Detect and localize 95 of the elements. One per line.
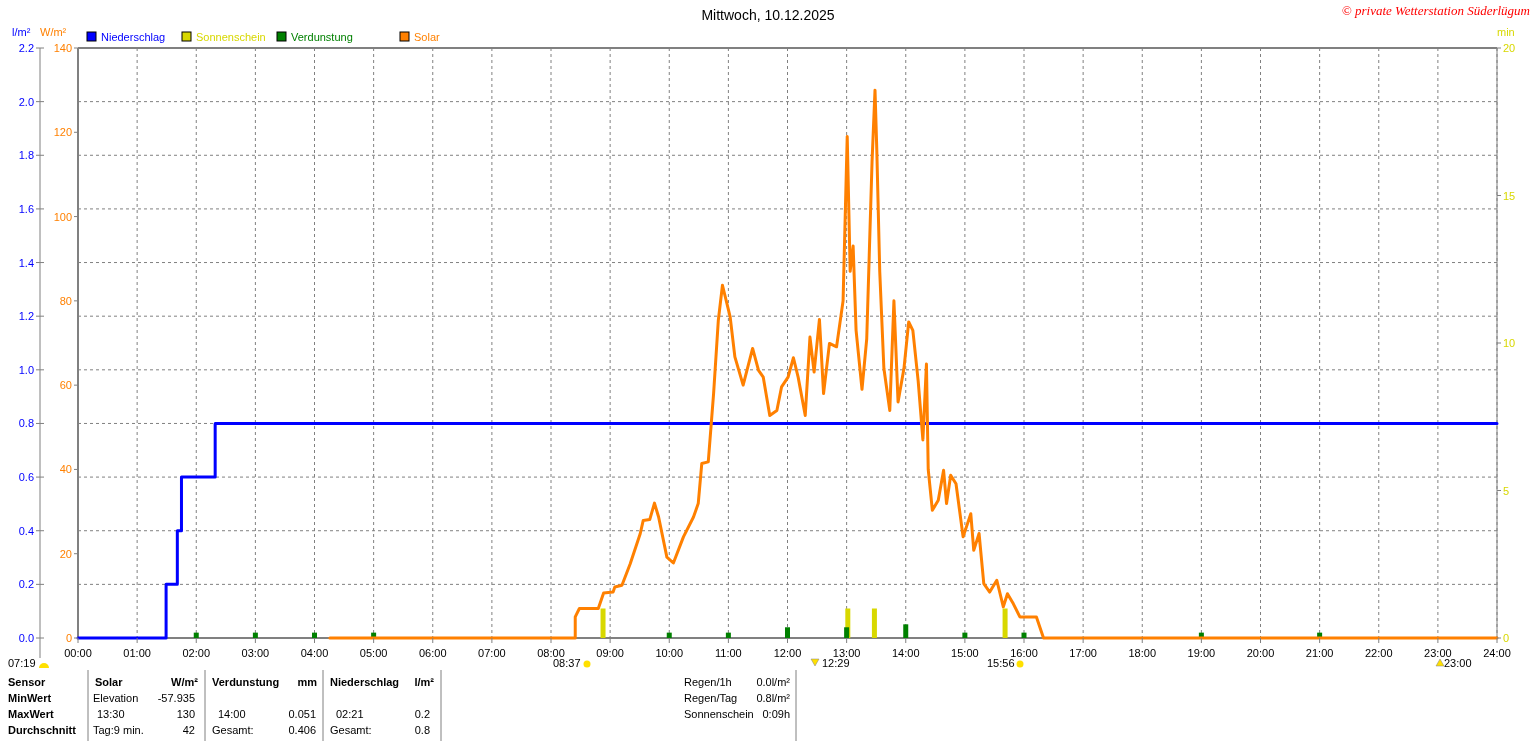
text: MinWert: [8, 692, 52, 704]
y2-tick-label: 60: [59, 379, 72, 392]
text: Regen/Tag: [684, 692, 738, 704]
text: 130: [176, 708, 195, 720]
x-tick-label: 18:00: [1128, 647, 1157, 659]
y-tick-label: 2.2: [18, 42, 34, 54]
legend-label: Solar: [414, 31, 441, 43]
text: 0.406: [288, 724, 316, 736]
text: Solar: [95, 676, 124, 688]
x-tick-label: 17:00: [1069, 647, 1097, 659]
y-tick-label: 1.2: [18, 310, 34, 323]
y2-tick-label: 0: [65, 632, 72, 644]
y2-tick-label: 80: [59, 294, 72, 307]
text: Niederschlag: [330, 676, 400, 688]
text: 0.0l/m²: [756, 676, 791, 688]
text: Durchschnitt: [8, 724, 77, 736]
line-series: [328, 88, 1499, 640]
x-tick-label: 24:00: [1483, 647, 1511, 659]
x-tick-label: 05:00: [359, 647, 388, 659]
text: l/m²: [414, 676, 435, 688]
y3-tick-label: 0: [1503, 632, 1510, 644]
y-tick-label: 1.6: [18, 202, 34, 215]
x-tick-label: 16:00: [1010, 647, 1038, 659]
y-tick-label: 0.6: [18, 471, 34, 484]
x-tick-label: 12:00: [773, 647, 802, 659]
text: W/m²: [171, 676, 199, 688]
x-tick-label: 15:00: [951, 647, 979, 659]
x-tick-label: 13:00: [832, 647, 861, 659]
y3-tick-label: 10: [1503, 337, 1516, 349]
y2-tick-label: 140: [53, 42, 72, 54]
y-axis-title: l/m²: [12, 26, 31, 38]
text: 13:30: [97, 708, 125, 720]
text: Tag:9 min.: [93, 724, 144, 736]
x-tick-label: 22:00: [1364, 647, 1393, 659]
x-tick-label: 08:00: [537, 647, 565, 659]
x-tick-label: 02:00: [182, 647, 211, 659]
y-tick-label: 0.0: [18, 632, 34, 644]
text: 12:29: [822, 657, 850, 669]
chart-title: Mittwoch, 10.12.2025: [701, 7, 835, 23]
y-tick-label: 1.0: [18, 363, 34, 376]
y2-tick-label: 40: [59, 463, 72, 476]
y3-tick-label: 20: [1503, 42, 1516, 54]
text: 07:19: [8, 657, 36, 669]
text: © private Wetterstation Süderlügum: [1341, 3, 1530, 18]
y3-tick-label: 15: [1503, 189, 1516, 202]
text: 08:37: [553, 657, 581, 669]
x-tick-label: 07:00: [478, 647, 506, 659]
x-tick-label: 23:00: [1424, 647, 1452, 659]
legend-label: Sonnenschein: [196, 31, 266, 43]
x-tick-label: 03:00: [241, 647, 270, 659]
legend-label: Niederschlag: [101, 31, 166, 43]
text: mm: [297, 676, 318, 688]
text: 15:56: [987, 657, 1015, 669]
text: 42: [182, 724, 195, 736]
y3-axis-title: min: [1497, 26, 1515, 38]
text: Sonnenschein: [684, 708, 754, 720]
text: Elevation: [93, 692, 139, 704]
text: MaxWert: [8, 708, 54, 720]
x-tick-label: 19:00: [1187, 647, 1216, 659]
y2-tick-label: 100: [53, 210, 72, 223]
y-tick-label: 0.4: [18, 524, 34, 537]
text: 0.2: [414, 708, 430, 720]
text: Gesamt:: [212, 724, 254, 736]
y2-axis-title: W/m²: [40, 26, 67, 38]
y-tick-label: 0.2: [18, 578, 34, 591]
text: 14:00: [218, 708, 246, 720]
text: Sensor: [8, 676, 47, 688]
text: 0:09h: [762, 708, 790, 720]
y2-tick-label: 120: [53, 126, 72, 139]
text: Gesamt:: [330, 724, 372, 736]
x-tick-label: 11:00: [715, 647, 742, 659]
text: 0.8l/m²: [756, 692, 791, 704]
text: Verdunstung: [212, 676, 280, 688]
text: 0.051: [288, 708, 316, 720]
text: -57.935: [157, 692, 195, 704]
x-tick-label: 14:00: [891, 647, 920, 659]
text: 0.8: [414, 724, 430, 736]
x-tick-label: 21:00: [1305, 647, 1334, 659]
y-tick-label: 1.4: [18, 256, 34, 269]
y-tick-label: 0.8: [18, 417, 34, 430]
text: 23:00: [1444, 657, 1472, 669]
x-tick-label: 04:00: [300, 647, 329, 659]
x-tick-label: 10:00: [655, 647, 684, 659]
text: 02:21: [336, 708, 364, 720]
legend-label: Verdunstung: [291, 31, 353, 43]
y3-tick-label: 5: [1503, 484, 1510, 497]
y-tick-label: 2.0: [18, 95, 34, 108]
y2-tick-label: 20: [59, 547, 72, 560]
x-tick-label: 20:00: [1246, 647, 1275, 659]
x-tick-label: 09:00: [596, 647, 624, 659]
x-tick-label: 06:00: [418, 647, 447, 659]
x-tick-label: 01:00: [123, 647, 151, 659]
x-tick-label: 00:00: [64, 647, 92, 659]
text: Regen/1h: [684, 676, 732, 688]
y-tick-label: 1.8: [18, 149, 34, 162]
